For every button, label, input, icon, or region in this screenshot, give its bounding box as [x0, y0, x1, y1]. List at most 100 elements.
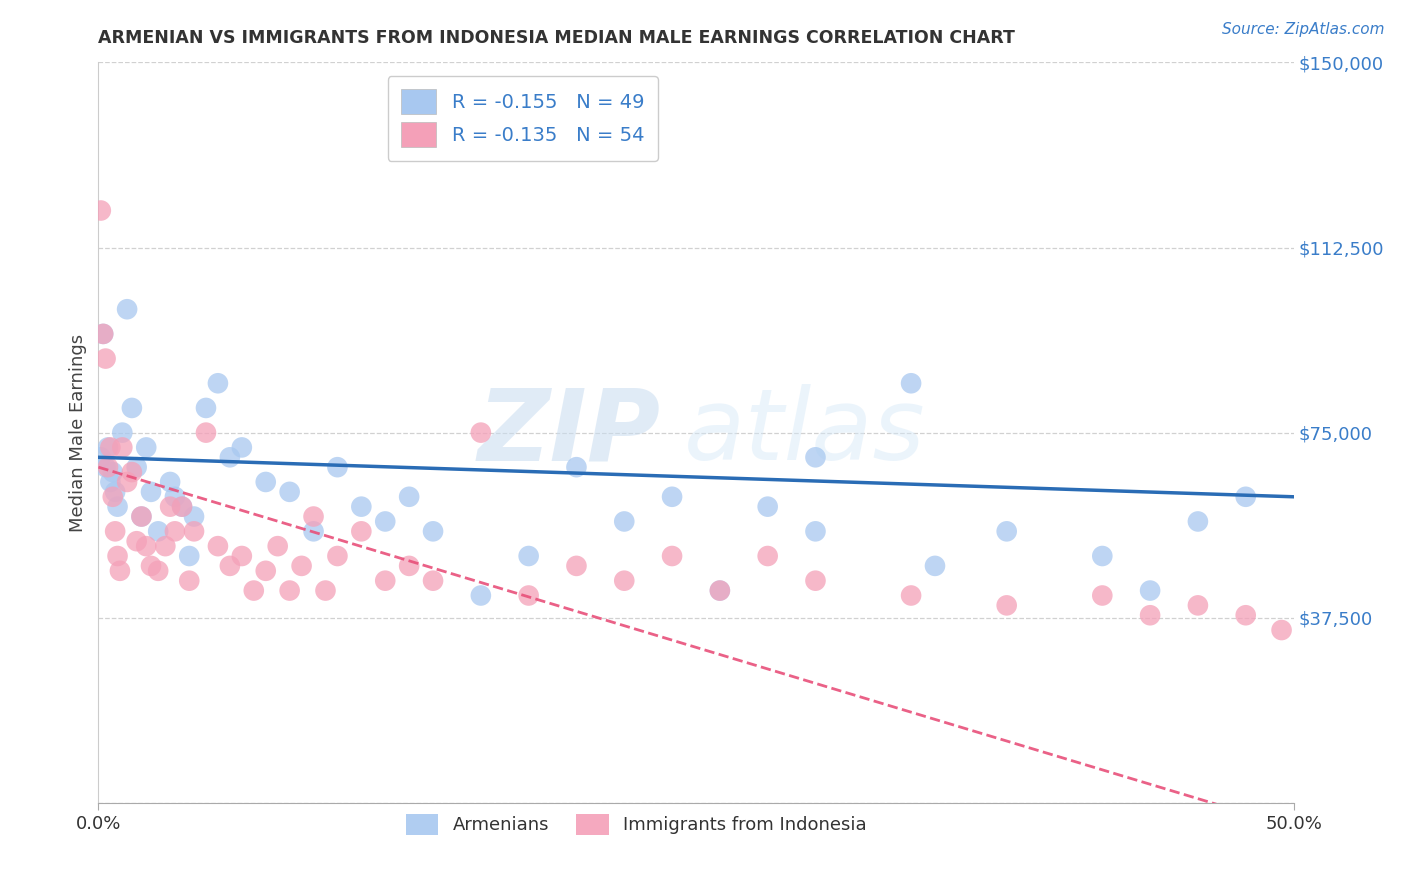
- Text: Source: ZipAtlas.com: Source: ZipAtlas.com: [1222, 22, 1385, 37]
- Point: [326, 460, 349, 475]
- Point: [98, 441, 122, 455]
- Point: [139, 484, 162, 499]
- Point: [422, 574, 444, 588]
- Point: [179, 574, 201, 588]
- Point: [94, 351, 117, 366]
- Point: [172, 500, 194, 514]
- Point: [1091, 589, 1114, 603]
- Point: [97, 441, 120, 455]
- Point: [231, 441, 253, 455]
- Point: [374, 574, 396, 588]
- Point: [172, 500, 194, 514]
- Point: [291, 558, 314, 573]
- Point: [470, 425, 492, 440]
- Point: [470, 589, 492, 603]
- Point: [924, 558, 946, 573]
- Point: [94, 460, 117, 475]
- Point: [613, 515, 636, 529]
- Point: [183, 524, 205, 539]
- Point: [91, 326, 114, 341]
- Point: [565, 460, 588, 475]
- Point: [179, 549, 201, 563]
- Point: [163, 490, 186, 504]
- Point: [131, 509, 153, 524]
- Text: ZIP: ZIP: [477, 384, 661, 481]
- Point: [709, 583, 731, 598]
- Point: [278, 583, 301, 598]
- Point: [243, 583, 266, 598]
- Point: [302, 509, 325, 524]
- Point: [108, 564, 131, 578]
- Point: [104, 524, 127, 539]
- Point: [121, 465, 143, 479]
- Point: [207, 376, 229, 391]
- Point: [254, 475, 277, 489]
- Point: [98, 475, 122, 489]
- Y-axis label: Median Male Earnings: Median Male Earnings: [69, 334, 87, 532]
- Point: [183, 509, 205, 524]
- Point: [326, 549, 349, 563]
- Point: [148, 564, 170, 578]
- Point: [219, 558, 242, 573]
- Point: [756, 500, 779, 514]
- Point: [374, 515, 396, 529]
- Point: [111, 441, 134, 455]
- Point: [195, 401, 218, 415]
- Point: [1234, 608, 1257, 623]
- Point: [1271, 623, 1294, 637]
- Point: [115, 302, 138, 317]
- Point: [91, 326, 114, 341]
- Point: [139, 558, 162, 573]
- Point: [155, 539, 177, 553]
- Point: [101, 465, 124, 479]
- Point: [804, 450, 827, 465]
- Text: ARMENIAN VS IMMIGRANTS FROM INDONESIA MEDIAN MALE EARNINGS CORRELATION CHART: ARMENIAN VS IMMIGRANTS FROM INDONESIA ME…: [98, 29, 1015, 47]
- Point: [115, 475, 138, 489]
- Point: [107, 500, 129, 514]
- Point: [1234, 490, 1257, 504]
- Point: [254, 564, 277, 578]
- Point: [1187, 599, 1209, 613]
- Point: [398, 558, 420, 573]
- Point: [135, 441, 157, 455]
- Point: [398, 490, 420, 504]
- Legend: Armenians, Immigrants from Indonesia: Armenians, Immigrants from Indonesia: [391, 799, 882, 849]
- Point: [219, 450, 242, 465]
- Point: [207, 539, 229, 553]
- Point: [350, 524, 373, 539]
- Point: [804, 574, 827, 588]
- Point: [163, 524, 186, 539]
- Point: [131, 509, 153, 524]
- Point: [613, 574, 636, 588]
- Point: [315, 583, 337, 598]
- Point: [709, 583, 731, 598]
- Point: [995, 524, 1018, 539]
- Point: [1187, 515, 1209, 529]
- Text: atlas: atlas: [685, 384, 925, 481]
- Point: [107, 549, 129, 563]
- Point: [148, 524, 170, 539]
- Point: [517, 549, 540, 563]
- Point: [231, 549, 253, 563]
- Point: [1091, 549, 1114, 563]
- Point: [195, 425, 218, 440]
- Point: [661, 549, 683, 563]
- Point: [125, 534, 148, 549]
- Point: [350, 500, 373, 514]
- Point: [302, 524, 325, 539]
- Point: [125, 460, 148, 475]
- Point: [565, 558, 588, 573]
- Point: [111, 425, 134, 440]
- Point: [422, 524, 444, 539]
- Point: [900, 589, 922, 603]
- Point: [90, 203, 112, 218]
- Point: [121, 401, 143, 415]
- Point: [90, 450, 112, 465]
- Point: [756, 549, 779, 563]
- Point: [101, 490, 124, 504]
- Point: [661, 490, 683, 504]
- Point: [1139, 583, 1161, 598]
- Point: [159, 500, 181, 514]
- Point: [804, 524, 827, 539]
- Point: [97, 460, 120, 475]
